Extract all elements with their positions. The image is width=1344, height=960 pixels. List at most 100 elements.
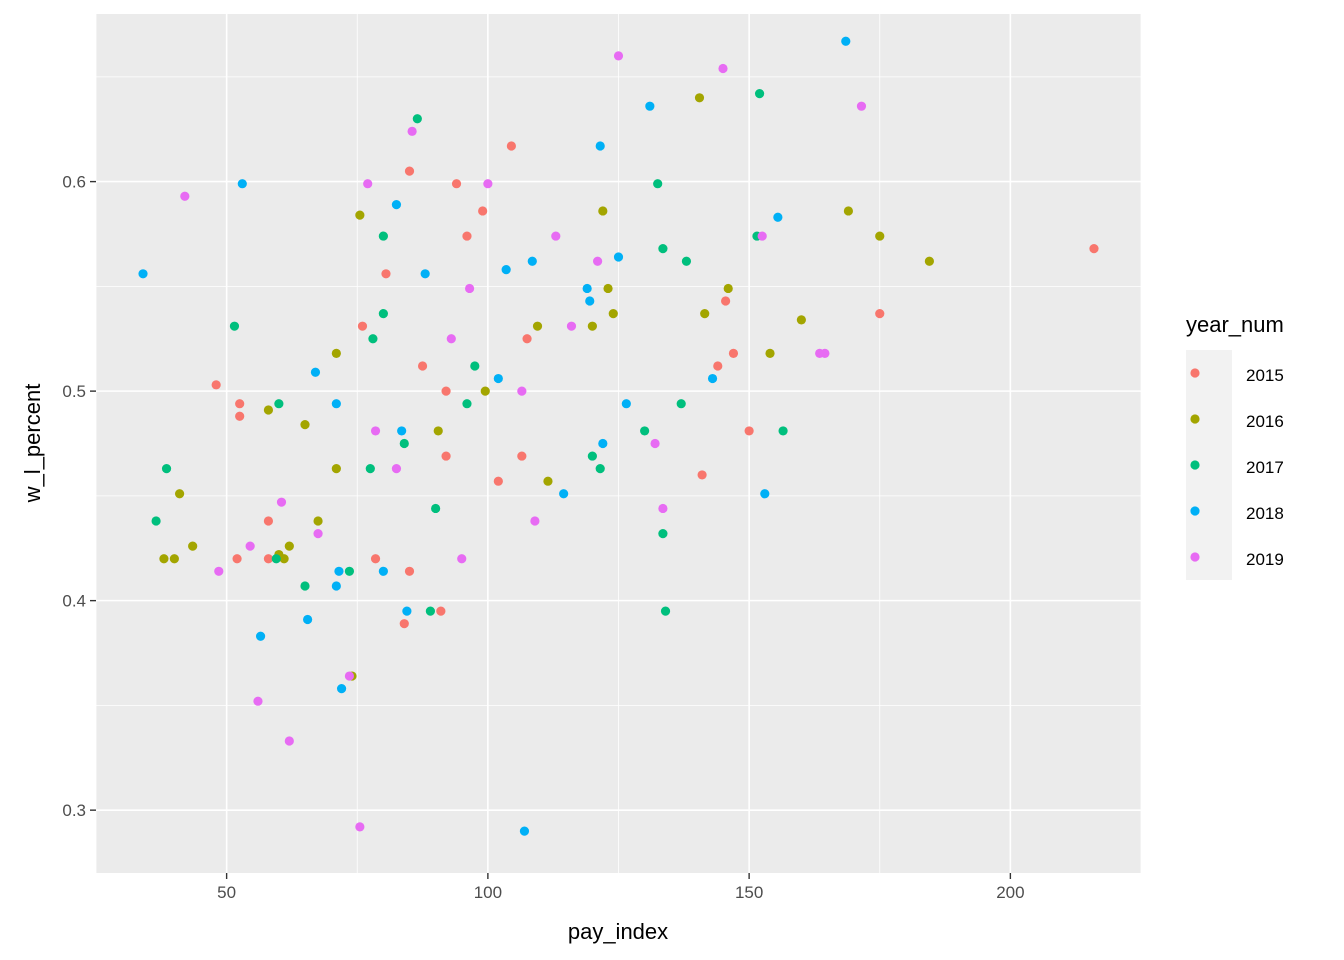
data-point-2016 (700, 309, 710, 319)
data-point-2018 (303, 614, 313, 625)
data-point-2015 (263, 516, 274, 526)
data-point-2018 (378, 566, 388, 576)
major-gridlines (96, 14, 1141, 873)
data-point-2015 (441, 451, 451, 461)
data-point-2015 (381, 269, 391, 279)
legend-label-2015: 2015 (1246, 366, 1284, 385)
data-point-2017 (660, 606, 671, 616)
data-point-2015 (1089, 244, 1099, 254)
data-point-2017 (365, 464, 375, 474)
data-point-2017 (151, 516, 161, 526)
data-point-2019 (355, 822, 365, 832)
data-point-2016 (284, 541, 294, 551)
data-point-2018 (336, 684, 347, 694)
data-point-2017 (368, 334, 378, 344)
y-tick-label: 0.3 (62, 801, 86, 820)
data-point-2016 (355, 210, 365, 220)
data-point-2015 (211, 380, 221, 390)
data-point-2015 (728, 348, 739, 359)
legend-key-2017 (1190, 460, 1200, 470)
data-point-2017 (274, 399, 284, 409)
data-point-2016 (300, 420, 310, 430)
legend-label-2017: 2017 (1246, 458, 1284, 477)
y-axis-title: w_l_percent (20, 384, 45, 504)
data-point-2018 (645, 101, 655, 111)
data-point-2016 (313, 516, 323, 526)
data-point-2018 (707, 373, 718, 384)
y-tick-label: 0.4 (62, 592, 86, 611)
data-point-2017 (271, 554, 281, 564)
data-point-2016 (175, 489, 185, 499)
data-point-2015 (697, 470, 707, 480)
x-axis-title: pay_index (568, 919, 668, 944)
data-point-2015 (235, 411, 245, 421)
axis-ticks (90, 180, 1012, 879)
data-point-2019 (313, 528, 323, 539)
data-point-2019 (856, 101, 867, 111)
data-point-2017 (658, 528, 668, 539)
data-point-2019 (284, 736, 294, 746)
data-point-2015 (493, 476, 503, 486)
data-point-2016 (480, 386, 490, 396)
data-point-2015 (370, 554, 381, 564)
data-point-2017 (378, 231, 388, 241)
data-point-2019 (214, 566, 224, 576)
data-point-2016 (765, 348, 775, 359)
data-point-2019 (757, 231, 767, 241)
legend-key-2019 (1190, 552, 1200, 562)
data-point-2016 (188, 541, 198, 551)
data-point-2019 (658, 503, 668, 514)
data-point-2015 (721, 296, 731, 306)
data-point-2018 (310, 367, 321, 377)
data-point-2016 (532, 321, 543, 331)
data-point-2017 (161, 464, 172, 474)
legend-items: 2015 2016 2017 2018 2019 (1186, 350, 1284, 580)
data-point-2017 (229, 321, 240, 331)
data-point-2019 (464, 283, 475, 294)
data-point-2017 (587, 451, 597, 461)
data-point-2018 (420, 269, 430, 279)
legend-key-2015 (1190, 368, 1200, 378)
data-point-2017 (595, 464, 605, 474)
data-points (138, 36, 1099, 836)
data-point-2016 (603, 283, 613, 294)
data-point-2018 (519, 826, 530, 836)
data-point-2016 (159, 554, 169, 564)
data-point-2018 (582, 283, 592, 294)
data-point-2017 (640, 426, 650, 436)
data-point-2016 (723, 283, 733, 294)
minor-gridlines (95, 14, 1142, 873)
data-point-2018 (255, 631, 266, 641)
data-point-2015 (517, 451, 527, 461)
data-point-2019 (446, 334, 456, 344)
data-point-2019 (276, 497, 287, 507)
data-point-2016 (263, 405, 274, 415)
data-point-2016 (694, 93, 705, 103)
data-point-2015 (478, 206, 488, 216)
data-point-2019 (593, 256, 603, 266)
data-point-2015 (451, 179, 462, 189)
data-point-2015 (506, 141, 516, 151)
data-point-2016 (433, 426, 443, 436)
data-point-2019 (566, 321, 577, 331)
data-point-2018 (585, 296, 595, 306)
data-point-2019 (253, 696, 263, 706)
data-point-2019 (391, 464, 402, 474)
data-point-2015 (263, 554, 274, 564)
y-tick-label: 0.5 (62, 382, 86, 401)
data-point-2017 (681, 256, 692, 266)
data-point-2018 (527, 256, 537, 266)
data-point-2017 (425, 606, 435, 616)
data-point-2015 (441, 386, 451, 396)
data-point-2015 (522, 334, 532, 344)
data-point-2018 (621, 399, 631, 409)
data-point-2015 (713, 361, 723, 371)
data-point-2017 (431, 503, 441, 514)
data-point-2018 (391, 200, 402, 210)
data-point-2019 (370, 426, 381, 436)
data-point-2016 (169, 554, 179, 564)
data-point-2019 (344, 671, 355, 681)
data-point-2015 (399, 619, 409, 629)
data-point-2017 (470, 361, 480, 371)
